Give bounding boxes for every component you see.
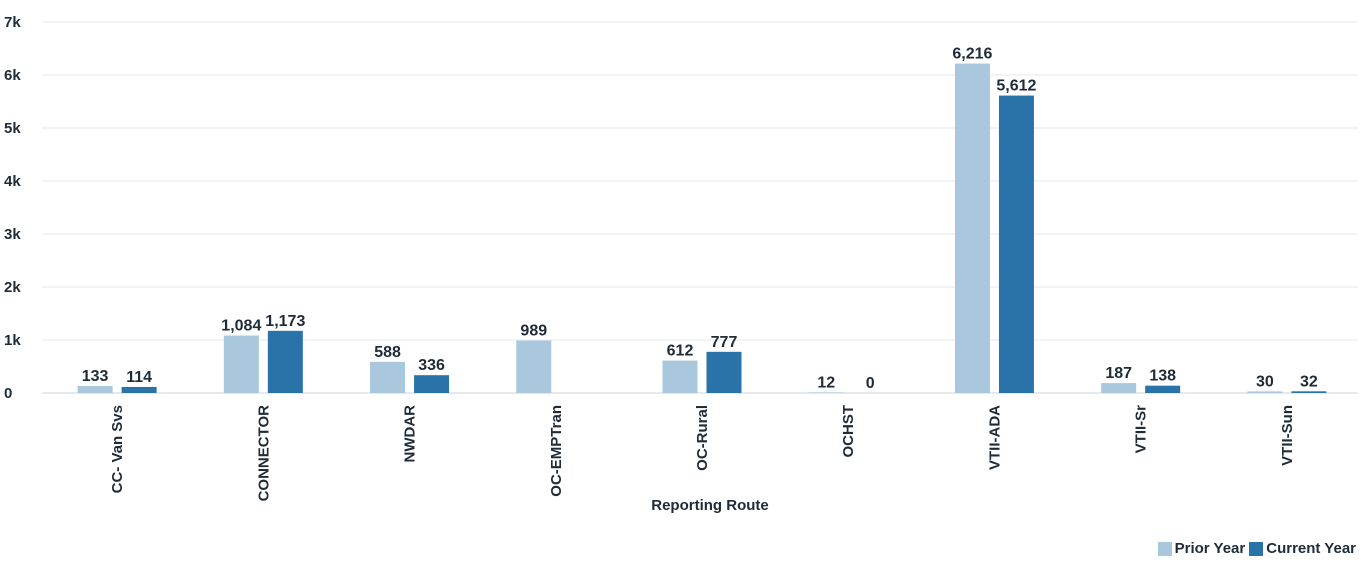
bar	[998, 95, 1034, 394]
legend-label-prior-year: Prior Year	[1174, 540, 1246, 557]
y-tick-label: 3k	[4, 226, 21, 243]
x-axis-categories: CC- Van Svs CONNECTOR NWDAR OC-EMPTran OC-Ru…	[109, 405, 1296, 502]
data-label: 114	[126, 369, 152, 386]
x-category-label: VTII-Sun	[1279, 405, 1296, 466]
legend: Prior Year Current Year	[1157, 540, 1356, 557]
bar	[1145, 385, 1181, 393]
bar	[1291, 391, 1327, 393]
data-label: 989	[520, 323, 547, 340]
bar	[808, 392, 844, 393]
data-label: 1,173	[265, 313, 305, 330]
data-label: 12	[817, 374, 835, 391]
data-label: 30	[1256, 373, 1274, 390]
y-tick-label: 1k	[4, 332, 21, 349]
y-tick-label: 7k	[4, 14, 21, 31]
data-label: 612	[667, 343, 694, 360]
data-label: 5,612	[996, 78, 1036, 95]
bar	[223, 335, 259, 393]
x-category-label: CC- Van Svs	[109, 405, 126, 493]
legend-label-current-year: Current Year	[1266, 540, 1356, 557]
x-category-label: OCHST	[840, 405, 857, 458]
data-label: 588	[374, 344, 401, 361]
bar	[77, 385, 113, 393]
bar	[267, 330, 303, 393]
bar	[706, 351, 742, 393]
bar	[1101, 383, 1137, 393]
data-label: 0	[866, 375, 875, 392]
legend-swatch-current-year	[1249, 541, 1264, 556]
legend-item-prior-year: Prior Year	[1157, 540, 1246, 557]
y-tick-label: 2k	[4, 279, 21, 296]
data-label: 336	[418, 357, 445, 374]
data-label: 32	[1300, 373, 1318, 390]
legend-item-current-year: Current Year	[1249, 540, 1356, 557]
bar	[414, 375, 450, 393]
bar	[516, 340, 552, 393]
bar	[121, 386, 157, 393]
data-labels: 133 114 1,084 1,173 588 336 989 612 777 12 0 6,2165…	[82, 46, 1318, 392]
gridlines	[42, 21, 1358, 394]
data-label: 133	[82, 368, 109, 385]
x-category-label: NWDAR	[402, 405, 419, 463]
y-tick-label: 6k	[4, 67, 21, 84]
x-category-label: VTII-ADA	[986, 405, 1003, 470]
bars	[77, 63, 1327, 394]
x-category-label: OC-EMPTran	[548, 405, 565, 497]
data-label: 6,216	[952, 46, 992, 63]
x-category-label: VTII-Sr	[1133, 405, 1150, 454]
data-label: 777	[711, 334, 738, 351]
y-axis-ticks: 0 1k 2k 3k 4k 5k 6k 7k	[4, 14, 21, 402]
data-label: 1,084	[221, 318, 261, 335]
data-label: 187	[1105, 365, 1132, 382]
y-tick-label: 0	[4, 385, 12, 402]
x-category-label: CONNECTOR	[255, 405, 272, 502]
data-label: 138	[1149, 368, 1176, 385]
bar	[370, 361, 406, 393]
x-category-label: OC-Rural	[694, 405, 711, 471]
y-tick-label: 5k	[4, 120, 21, 137]
y-tick-label: 4k	[4, 173, 21, 190]
bar	[1247, 391, 1283, 393]
legend-swatch-prior-year	[1157, 541, 1172, 556]
bar	[954, 63, 990, 393]
bar	[662, 360, 698, 393]
x-axis-title: Reporting Route	[651, 497, 769, 514]
